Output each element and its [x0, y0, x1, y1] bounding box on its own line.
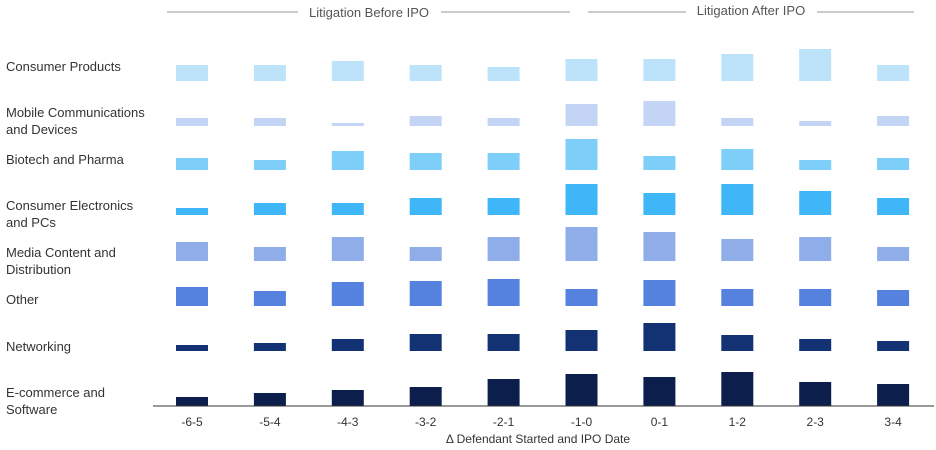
- x-tick-label: -2-1: [493, 415, 515, 429]
- cell-r4-c2: [332, 237, 364, 261]
- x-tick-label: -1-0: [571, 415, 593, 429]
- cell-r7-c3: [410, 387, 442, 406]
- cell-r1-c0: [176, 118, 208, 126]
- cell-r6-c3: [410, 334, 442, 351]
- cell-r0-c2: [332, 61, 364, 81]
- cell-r1-c5: [566, 104, 598, 126]
- cell-r5-c9: [877, 290, 909, 306]
- cell-r5-c2: [332, 282, 364, 306]
- cell-r0-c7: [721, 54, 753, 81]
- cell-r3-c5: [566, 184, 598, 215]
- cell-r6-c5: [566, 330, 598, 351]
- cell-r1-c2: [332, 123, 364, 126]
- cell-r1-c8: [799, 121, 831, 126]
- cell-r4-c9: [877, 247, 909, 261]
- cell-r3-c3: [410, 198, 442, 215]
- heatmap-cells: [176, 49, 909, 406]
- cell-r4-c3: [410, 247, 442, 261]
- cell-r5-c3: [410, 281, 442, 306]
- cell-r6-c9: [877, 341, 909, 351]
- cell-r1-c3: [410, 116, 442, 126]
- cell-r2-c1: [254, 160, 286, 170]
- cell-r7-c2: [332, 390, 364, 406]
- cell-r1-c4: [488, 118, 520, 126]
- cell-r4-c6: [643, 232, 675, 261]
- cell-r3-c8: [799, 191, 831, 215]
- cell-r1-c1: [254, 118, 286, 126]
- cell-r0-c5: [566, 59, 598, 81]
- cell-r5-c1: [254, 291, 286, 306]
- cell-r0-c0: [176, 65, 208, 81]
- cell-r5-c4: [488, 279, 520, 306]
- cell-r3-c7: [721, 184, 753, 215]
- x-tick-label: 1-2: [729, 415, 747, 429]
- cell-r5-c8: [799, 289, 831, 306]
- cell-r0-c6: [643, 59, 675, 81]
- cell-r6-c8: [799, 339, 831, 351]
- cell-r2-c9: [877, 158, 909, 170]
- cell-r4-c0: [176, 242, 208, 261]
- cell-r6-c4: [488, 334, 520, 351]
- cell-r4-c1: [254, 247, 286, 261]
- cell-r0-c9: [877, 65, 909, 81]
- x-axis-label: Δ Defendant Started and IPO Date: [446, 432, 630, 446]
- cell-r7-c8: [799, 382, 831, 406]
- cell-r5-c0: [176, 287, 208, 306]
- cell-r2-c5: [566, 139, 598, 170]
- cell-r7-c9: [877, 384, 909, 406]
- cell-r7-c0: [176, 397, 208, 406]
- cell-r3-c1: [254, 203, 286, 215]
- x-tick-label: 3-4: [884, 415, 902, 429]
- cell-r1-c6: [643, 101, 675, 126]
- cell-r0-c1: [254, 65, 286, 81]
- cell-r3-c4: [488, 198, 520, 215]
- cell-r7-c4: [488, 379, 520, 406]
- x-tick-label: -4-3: [337, 415, 359, 429]
- cell-r0-c8: [799, 49, 831, 81]
- cell-r5-c7: [721, 289, 753, 306]
- cell-r3-c2: [332, 203, 364, 215]
- cell-r6-c2: [332, 339, 364, 351]
- cell-r2-c8: [799, 160, 831, 170]
- cell-r1-c9: [877, 116, 909, 126]
- cell-r7-c1: [254, 393, 286, 406]
- cell-r2-c6: [643, 156, 675, 170]
- x-tick-label: 2-3: [807, 415, 825, 429]
- section-label-before-ipo: Litigation Before IPO: [309, 5, 429, 20]
- cell-r2-c2: [332, 151, 364, 170]
- cell-r4-c4: [488, 237, 520, 261]
- cell-r4-c5: [566, 227, 598, 261]
- cell-r1-c7: [721, 118, 753, 126]
- cell-r5-c6: [643, 280, 675, 306]
- cell-r2-c7: [721, 149, 753, 170]
- x-tick-label: -3-2: [415, 415, 437, 429]
- x-tick-label: 0-1: [651, 415, 669, 429]
- cell-r5-c5: [566, 289, 598, 306]
- cell-r7-c5: [566, 374, 598, 406]
- section-label-after-ipo: Litigation After IPO: [697, 3, 805, 18]
- x-tick-label: -5-4: [259, 415, 281, 429]
- x-tick-label: -6-5: [181, 415, 203, 429]
- cell-r3-c6: [643, 193, 675, 215]
- cell-r2-c3: [410, 153, 442, 170]
- cell-r0-c3: [410, 65, 442, 81]
- cell-r6-c1: [254, 343, 286, 351]
- cell-r2-c0: [176, 158, 208, 170]
- cell-r0-c4: [488, 67, 520, 81]
- cell-r7-c6: [643, 377, 675, 406]
- cell-r3-c0: [176, 208, 208, 215]
- cell-r7-c7: [721, 372, 753, 406]
- cell-r2-c4: [488, 153, 520, 170]
- cell-r4-c7: [721, 239, 753, 261]
- cell-r3-c9: [877, 198, 909, 215]
- cell-r6-c7: [721, 335, 753, 351]
- cell-r4-c8: [799, 237, 831, 261]
- cell-r6-c0: [176, 345, 208, 351]
- x-tick-labels: -6-5 -5-4 -4-3 -3-2 -2-1 -1-0 0-1 1-2 2-3 3-4: [181, 415, 902, 429]
- cell-r6-c6: [643, 323, 675, 351]
